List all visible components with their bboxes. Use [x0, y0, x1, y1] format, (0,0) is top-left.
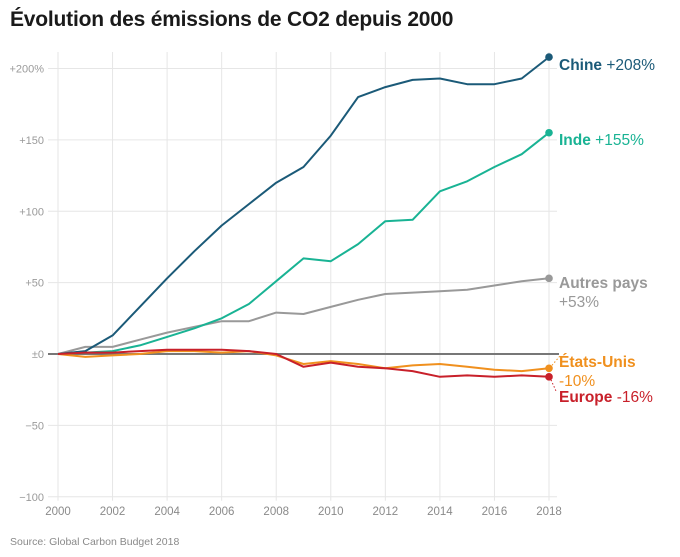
series-label-europe: Europe -16%	[559, 389, 653, 406]
series-label-value-etats-unis: -10%	[559, 373, 595, 390]
x-tick-label: 2008	[263, 506, 289, 518]
series-label-name-inde: Inde	[559, 132, 591, 149]
series-labels: Autres pays +53% Inde +155% Chine +208% État…	[550, 57, 655, 406]
series-label-value-chine: +208%	[602, 57, 655, 74]
y-tick-label: −50	[25, 420, 44, 432]
end-point-europe	[545, 373, 553, 381]
y-tick-label: +100	[19, 206, 44, 218]
grid	[48, 52, 557, 501]
x-tick-label: 2016	[482, 506, 508, 518]
series-label-chine: Chine +208%	[559, 57, 655, 74]
y-tick-label: +50	[25, 278, 44, 290]
x-tick-label: 2004	[154, 506, 180, 518]
series-label-name-chine: Chine	[559, 57, 602, 74]
end-point-inde	[545, 128, 553, 137]
series-label-value-autres-pays: +53%	[559, 294, 599, 311]
series-label-inde: Inde +155%	[559, 132, 644, 149]
series-line-autres-pays	[57, 277, 550, 355]
axis-ticks: 2000 2002 2004 2006 2008 2010 2012 2014 2016 2018…	[9, 64, 561, 518]
x-tick-label: 2006	[209, 506, 235, 518]
end-point-chine	[545, 53, 553, 61]
series-line-europe	[57, 348, 550, 378]
series-label-value-inde: +155%	[591, 132, 644, 149]
y-tick-label: ±0	[32, 349, 44, 361]
end-point-autres-pays	[545, 274, 553, 283]
x-tick-label: 2002	[100, 506, 126, 518]
y-tick-label: +150	[19, 135, 44, 147]
x-tick-label: 2014	[427, 506, 453, 518]
end-point-etats-unis	[545, 364, 553, 373]
leader-line-europe	[550, 379, 557, 392]
x-tick-label: 2010	[318, 506, 344, 518]
series-label-value-europe: -16%	[612, 389, 653, 406]
x-tick-label: 2012	[373, 506, 399, 518]
series-line-inde	[57, 131, 550, 355]
y-tick-label: +200%	[9, 64, 44, 76]
series-lines	[57, 53, 553, 381]
y-tick-label: −100	[19, 492, 44, 504]
chart-title: Évolution des émissions de CO2 depuis 20…	[10, 8, 454, 31]
series-label-name-etats-unis: États-Unis	[559, 354, 636, 371]
series-label-name-europe: Europe	[559, 389, 613, 406]
series-line-etats-unis	[57, 350, 550, 373]
x-tick-label: 2018	[536, 506, 562, 518]
source-note: Source: Global Carbon Budget 2018	[10, 536, 180, 548]
series-line-chine	[57, 56, 550, 355]
series-label-name-autres-pays: Autres pays	[559, 275, 648, 292]
x-tick-label: 2000	[45, 506, 71, 518]
